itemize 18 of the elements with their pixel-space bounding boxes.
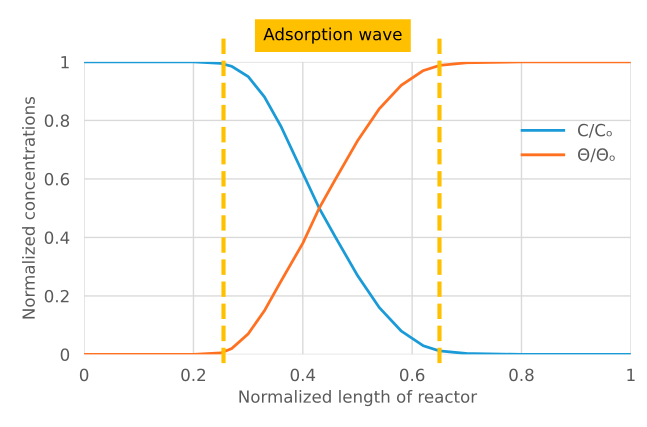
y-axis-title: Normalized concentrations [22, 97, 35, 318]
legend-label: C/Cₒ [578, 124, 612, 138]
y-tick-label: 0.6 [44, 172, 70, 186]
x-tick-label: 0.2 [181, 368, 206, 382]
y-tick-label: 1 [61, 56, 69, 68]
text: Adsorption wave [263, 28, 402, 44]
y-tick-label: 0 [60, 348, 70, 361]
y-tick-label: 0.8 [44, 114, 70, 127]
line-series [84, 62, 631, 354]
y-tick-label: 0.2 [44, 290, 69, 302]
legend-label: Θ/Θₒ [578, 148, 615, 162]
x-tick-label: 0 [80, 368, 88, 382]
x-tick-label: 0.4 [290, 368, 316, 382]
x-tick-label: 0.8 [509, 368, 534, 382]
x-tick-label: 0.6 [400, 368, 424, 382]
x-axis-title: Normalized length of reactor [239, 390, 478, 406]
x-tick-label: 1 [627, 368, 635, 381]
y-tick-label: 0.4 [44, 231, 70, 244]
